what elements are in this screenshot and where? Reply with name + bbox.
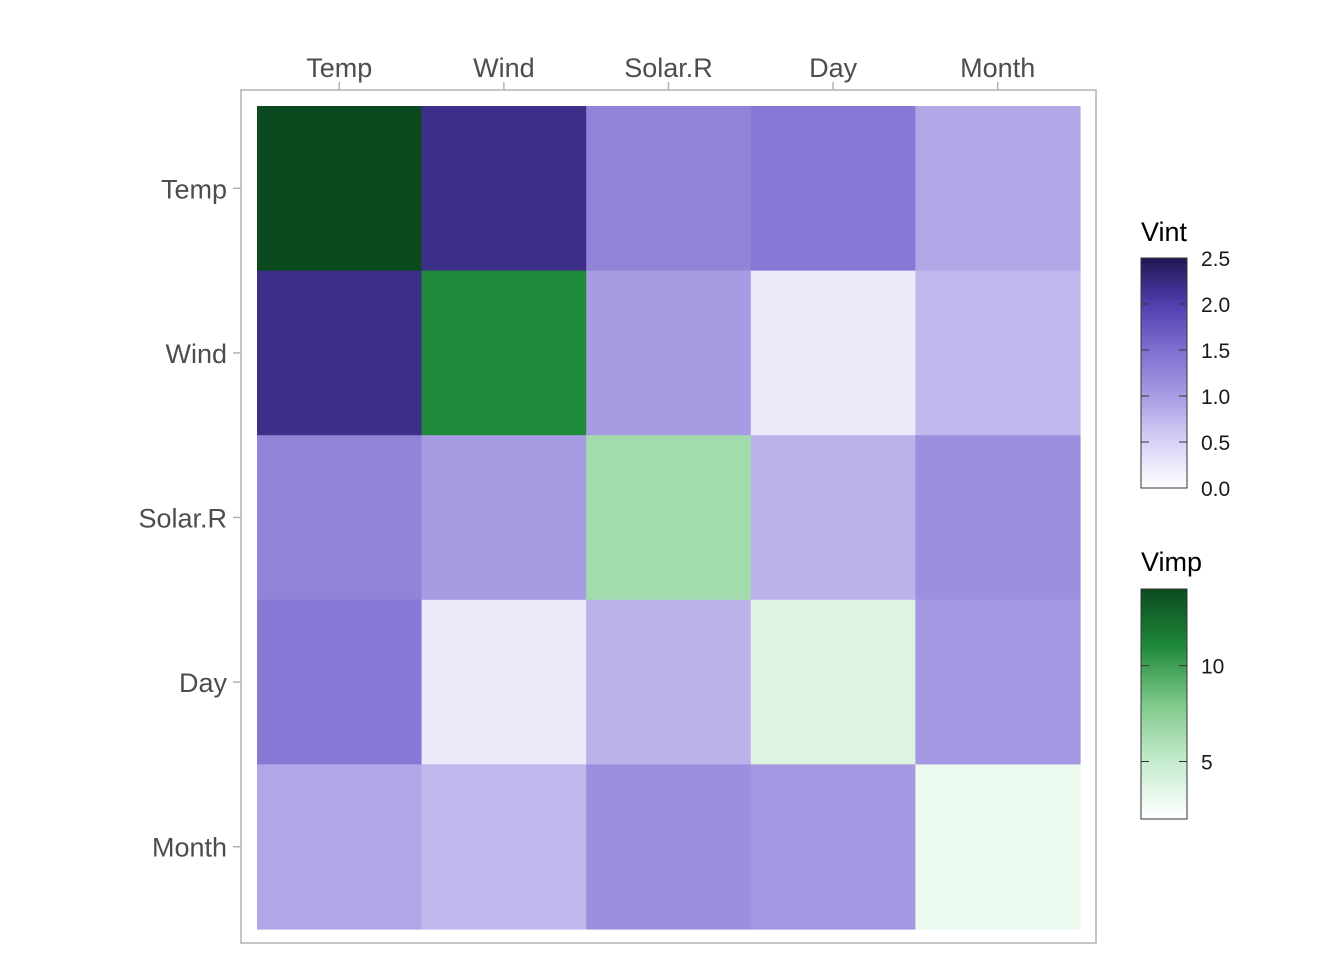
heatmap-cell: [915, 764, 1081, 930]
legend-title-vint: Vint: [1141, 217, 1188, 247]
heatmap-cell: [421, 106, 587, 272]
legend-tick-label: 1.0: [1201, 386, 1230, 409]
legend-colorbar-vimp: [1140, 588, 1188, 820]
heatmap-cell: [421, 270, 587, 436]
legend-tick-label: 0.0: [1201, 478, 1230, 501]
heatmap-cell: [257, 270, 423, 436]
heatmap-cells: [257, 106, 1081, 930]
heatmap-cell: [915, 270, 1081, 436]
heatmap-cell: [750, 435, 916, 601]
legend-colorbar-vint: [1140, 257, 1188, 489]
heatmap-cell: [750, 106, 916, 272]
legend-tick-label: 1.5: [1201, 340, 1230, 363]
x-tick-label: Day: [809, 53, 858, 83]
legend-tick-label: 5: [1201, 752, 1213, 775]
heatmap-cell: [586, 764, 752, 930]
legend-tick-label: 10: [1201, 656, 1224, 679]
axes: Temp Wind Solar.R Day Month Temp Wind Solar.R Da…: [138, 53, 1035, 863]
heatmap-cell: [915, 106, 1081, 272]
heatmap-cell: [915, 599, 1081, 765]
heatmap-cell: [421, 435, 587, 601]
heatmap-cell: [257, 106, 423, 272]
heatmap-cell: [750, 764, 916, 930]
heatmap-cell: [421, 599, 587, 765]
y-tick-label: Day: [179, 668, 228, 698]
heatmap-cell: [257, 435, 423, 601]
y-tick-label: Month: [152, 833, 227, 863]
legend-tick-label: 2.5: [1201, 248, 1230, 271]
y-tick-label: Solar.R: [138, 504, 227, 534]
x-tick-label: Month: [960, 53, 1035, 83]
heatmap-cell: [915, 435, 1081, 601]
legends: Vint 2.5 2.0 1.5 1.0 0.5 0.0 Vimp 10 5: [1140, 217, 1230, 820]
heatmap-cell: [421, 764, 587, 930]
x-tick-label: Solar.R: [624, 53, 713, 83]
legend-title-vimp: Vimp: [1141, 547, 1202, 577]
x-tick-label: Temp: [306, 53, 372, 83]
y-tick-label: Temp: [161, 174, 227, 204]
heatmap-cell: [257, 599, 423, 765]
heatmap-cell: [750, 599, 916, 765]
x-tick-label: Wind: [473, 53, 535, 83]
heatmap-cell: [586, 599, 752, 765]
heatmap-cell: [257, 764, 423, 930]
heatmap-cell: [750, 270, 916, 436]
y-tick-label: Wind: [165, 339, 227, 369]
heatmap-cell: [586, 435, 752, 601]
heatmap-cell: [586, 106, 752, 272]
heatmap-cell: [586, 270, 752, 436]
legend-tick-label: 2.0: [1201, 294, 1230, 317]
legend-tick-label: 0.5: [1201, 432, 1230, 455]
